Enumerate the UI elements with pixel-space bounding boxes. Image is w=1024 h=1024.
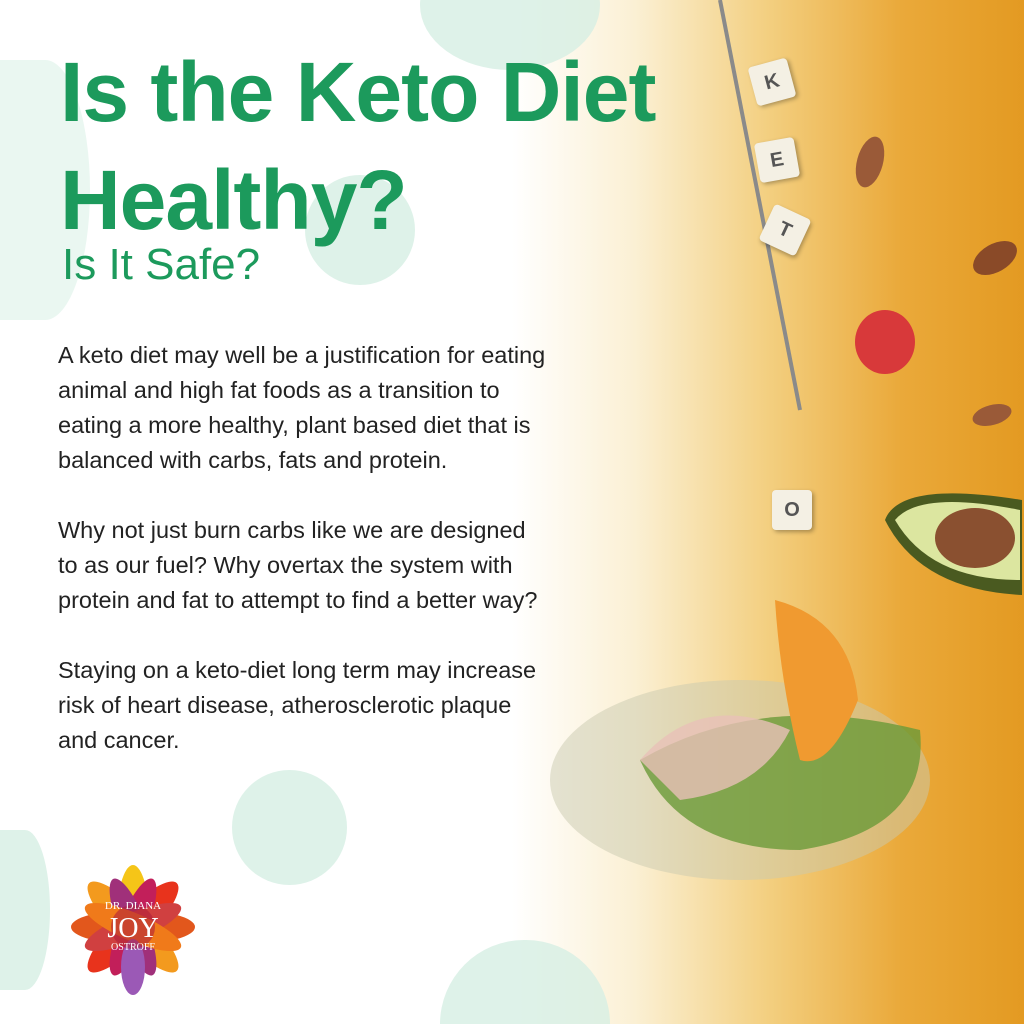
letter-tile: E [753, 136, 801, 184]
logo-text: DR. DIANA [105, 900, 161, 912]
subtitle: Is It Safe? [62, 240, 261, 289]
decor-circle [0, 60, 90, 320]
decor-circle [0, 830, 50, 990]
logo-text: OSTROFF [111, 942, 155, 953]
page-title: Is the Keto Diet Healthy? [60, 38, 656, 254]
decor-circle [232, 770, 347, 885]
paragraph: Staying on a keto-diet long term may inc… [58, 657, 537, 753]
logo: DR. DIANA JOY OSTROFF [71, 865, 195, 995]
paragraph: Why not just burn carbs like we are desi… [58, 517, 538, 613]
body-text: A keto diet may well be a justification … [58, 338, 548, 793]
title-line: Is the Keto Diet [60, 45, 656, 139]
logo-text: JOY [107, 913, 158, 944]
paragraph: A keto diet may well be a justification … [58, 342, 546, 473]
decor-circle [305, 175, 415, 285]
title-line: Healthy? [60, 153, 408, 247]
letter-tile: O [772, 490, 812, 530]
